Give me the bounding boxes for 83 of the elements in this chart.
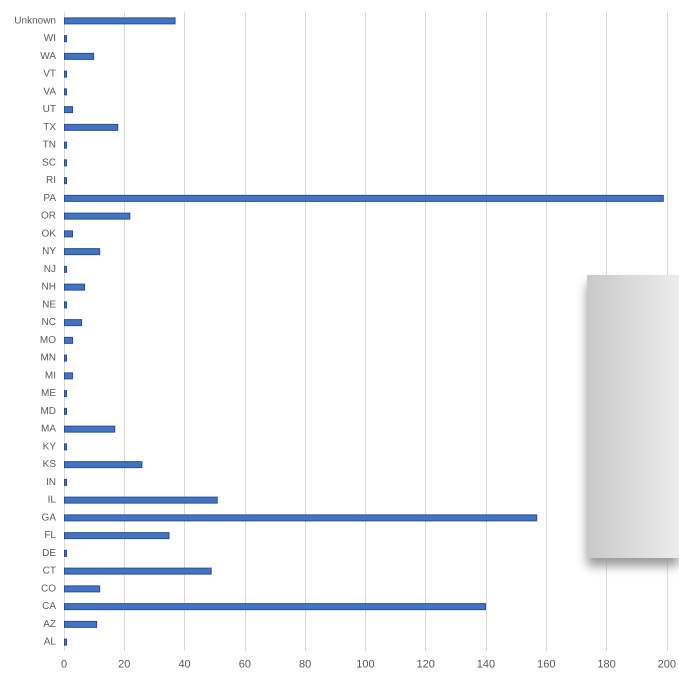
y-tick-label: NJ bbox=[44, 264, 56, 275]
y-tick-label: MD bbox=[40, 406, 56, 417]
x-tick-label: 180 bbox=[597, 658, 616, 670]
y-tick-label: IL bbox=[48, 494, 56, 506]
bar bbox=[64, 514, 538, 522]
y-tick-label: NC bbox=[42, 317, 56, 328]
y-tick-label: ME bbox=[41, 388, 56, 400]
x-tick-label: 80 bbox=[299, 658, 312, 670]
bar bbox=[64, 124, 118, 131]
x-tick-label: 200 bbox=[658, 658, 676, 670]
bar bbox=[64, 496, 218, 504]
y-tick-label: DE bbox=[42, 548, 56, 559]
y-tick-label: VT bbox=[43, 68, 56, 80]
bar bbox=[64, 212, 130, 220]
bar bbox=[64, 336, 74, 344]
y-tick-label: PA bbox=[43, 192, 56, 204]
bar bbox=[64, 319, 82, 326]
y-tick-label: AZ bbox=[43, 618, 56, 630]
x-tick-label: 40 bbox=[178, 658, 191, 670]
bar bbox=[64, 248, 100, 256]
bar bbox=[64, 638, 68, 646]
bar bbox=[64, 550, 68, 557]
y-tick-label: CT bbox=[42, 566, 56, 577]
y-tick-label: NH bbox=[42, 282, 56, 293]
y-tick-label: FL bbox=[44, 530, 56, 542]
y-tick-label: TX bbox=[43, 122, 56, 133]
y-tick-label: MA bbox=[41, 424, 56, 435]
y-tick-label: KY bbox=[42, 441, 56, 452]
bar bbox=[64, 17, 176, 24]
bar bbox=[64, 426, 116, 433]
y-tick-label: AL bbox=[44, 636, 56, 648]
bar bbox=[64, 354, 68, 362]
bar bbox=[64, 603, 486, 610]
x-tick-label: 20 bbox=[118, 658, 130, 670]
bar bbox=[64, 390, 68, 398]
y-tick-label: VA bbox=[43, 86, 56, 98]
bar bbox=[64, 568, 212, 575]
bar bbox=[64, 585, 100, 592]
bar bbox=[64, 620, 98, 628]
y-tick-label: TN bbox=[42, 140, 56, 151]
bar bbox=[64, 159, 68, 166]
bar bbox=[64, 35, 68, 42]
bar bbox=[64, 532, 170, 540]
bar bbox=[64, 301, 68, 308]
y-tick-label: MO bbox=[40, 334, 56, 346]
y-tick-label: MN bbox=[40, 352, 56, 364]
bar bbox=[64, 266, 68, 273]
y-tick-label: WA bbox=[40, 50, 56, 62]
y-tick-label: GA bbox=[42, 512, 56, 524]
x-tick-label: 140 bbox=[476, 658, 496, 670]
bar bbox=[64, 70, 68, 78]
y-tick-label: RI bbox=[46, 175, 56, 186]
y-tick-label: MI bbox=[44, 370, 56, 382]
bar bbox=[64, 443, 68, 450]
y-tick-label: NY bbox=[42, 246, 56, 258]
y-tick-label: CA bbox=[42, 601, 56, 612]
bar bbox=[64, 142, 68, 149]
bar bbox=[64, 194, 664, 202]
x-tick-label: 160 bbox=[537, 658, 556, 670]
y-tick-label: OK bbox=[42, 228, 56, 240]
y-tick-label: Unknown bbox=[14, 15, 56, 26]
bar bbox=[64, 52, 94, 60]
y-tick-label: KS bbox=[42, 459, 56, 470]
bar bbox=[64, 177, 68, 184]
bar bbox=[64, 284, 86, 291]
y-tick-label: NE bbox=[42, 299, 56, 310]
y-tick-label: SC bbox=[42, 157, 56, 168]
y-tick-label: OR bbox=[41, 210, 56, 222]
bar bbox=[64, 408, 68, 415]
bar bbox=[64, 106, 74, 114]
y-tick-label: IN bbox=[46, 476, 56, 488]
x-tick-label: 60 bbox=[238, 658, 251, 670]
x-tick-label: 0 bbox=[60, 658, 68, 670]
y-tick-label: WI bbox=[44, 33, 56, 44]
bar bbox=[64, 372, 74, 380]
y-tick-label: UT bbox=[42, 104, 56, 116]
y-tick-label: CO bbox=[41, 583, 56, 594]
bar bbox=[64, 478, 68, 486]
bar bbox=[64, 461, 142, 468]
bar bbox=[64, 230, 74, 238]
x-tick-label: 120 bbox=[416, 658, 435, 670]
x-tick-label: 100 bbox=[356, 658, 375, 670]
bar bbox=[64, 88, 68, 96]
